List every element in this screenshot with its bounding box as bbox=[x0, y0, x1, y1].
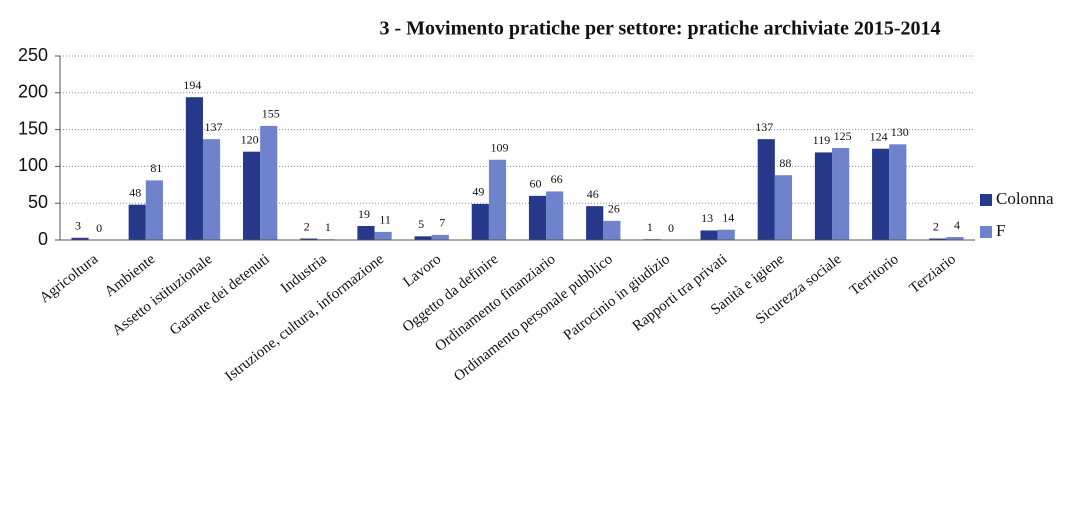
x-tick-label: Oggetto da definire bbox=[400, 251, 502, 336]
bar bbox=[185, 97, 203, 240]
bar bbox=[260, 125, 278, 240]
bar bbox=[814, 152, 833, 240]
bar bbox=[586, 206, 604, 240]
x-tick-label: Rapporti tra privati bbox=[630, 251, 730, 334]
value-label: 11 bbox=[379, 213, 391, 227]
legend-label: F bbox=[996, 221, 1005, 240]
value-label: 3 bbox=[75, 219, 81, 233]
bar bbox=[757, 139, 775, 240]
value-label: 1 bbox=[647, 220, 653, 234]
bar bbox=[528, 195, 547, 240]
bar bbox=[832, 148, 850, 240]
value-label: 137 bbox=[205, 120, 223, 134]
x-tick-label: Garante dei detenuti bbox=[167, 251, 273, 338]
bar bbox=[471, 203, 489, 240]
value-label: 13 bbox=[701, 211, 713, 225]
chart-title: 3 - Movimento pratiche per settore: prat… bbox=[380, 18, 941, 40]
bar bbox=[488, 159, 507, 240]
bar bbox=[889, 144, 907, 240]
value-label: 1 bbox=[325, 220, 331, 234]
x-tick-label: Ambiente bbox=[102, 251, 159, 300]
x-tick-label: Patrocinio in giudizio bbox=[561, 251, 673, 344]
bar bbox=[145, 180, 163, 240]
value-label: 120 bbox=[241, 132, 259, 146]
bar bbox=[546, 191, 564, 240]
value-label: 5 bbox=[418, 217, 424, 231]
legend-swatch bbox=[980, 226, 992, 238]
y-tick-label: 150 bbox=[18, 118, 48, 138]
value-label: 66 bbox=[551, 172, 563, 186]
value-label: 125 bbox=[834, 129, 852, 143]
value-label: 119 bbox=[813, 133, 831, 147]
bar bbox=[946, 237, 964, 240]
bar bbox=[717, 229, 735, 240]
bar bbox=[128, 204, 146, 240]
bar bbox=[774, 175, 792, 240]
bar bbox=[700, 230, 718, 240]
bar bbox=[374, 231, 392, 240]
x-tick-label: Agricoltura bbox=[37, 251, 102, 306]
value-label: 60 bbox=[530, 177, 542, 191]
value-label: 14 bbox=[722, 210, 734, 224]
bar bbox=[929, 238, 947, 240]
value-label: 4 bbox=[954, 218, 960, 232]
value-label: 46 bbox=[587, 187, 599, 201]
y-tick-label: 250 bbox=[18, 45, 48, 65]
value-label: 48 bbox=[129, 185, 141, 199]
value-label: 194 bbox=[183, 78, 201, 92]
x-tick-label: Industria bbox=[278, 251, 330, 297]
value-label: 7 bbox=[439, 216, 445, 230]
value-label: 49 bbox=[472, 185, 484, 199]
y-tick-label: 50 bbox=[28, 192, 48, 212]
y-tick-label: 100 bbox=[18, 155, 48, 175]
value-label: 2 bbox=[304, 219, 310, 233]
value-label: 2 bbox=[933, 219, 939, 233]
bar bbox=[414, 236, 432, 240]
x-tick-label: Terziario bbox=[907, 251, 959, 297]
y-tick-label: 0 bbox=[38, 229, 48, 249]
value-label: 0 bbox=[96, 221, 102, 235]
bar bbox=[872, 148, 890, 240]
legend-swatch bbox=[980, 194, 992, 206]
bar bbox=[431, 234, 449, 240]
value-label: 88 bbox=[779, 156, 791, 170]
bar bbox=[243, 151, 261, 240]
value-label: 0 bbox=[668, 221, 674, 235]
x-tick-label: Assetto istituzionale bbox=[109, 251, 215, 339]
value-label: 155 bbox=[262, 107, 280, 121]
value-label: 81 bbox=[150, 161, 162, 175]
bar bbox=[202, 139, 221, 240]
bar bbox=[300, 238, 318, 240]
bar bbox=[603, 220, 621, 240]
bar bbox=[71, 237, 89, 240]
value-label: 109 bbox=[490, 141, 508, 155]
value-label: 19 bbox=[358, 207, 370, 221]
bar bbox=[357, 226, 375, 240]
y-tick-label: 200 bbox=[18, 82, 48, 102]
value-label: 130 bbox=[891, 125, 909, 139]
value-label: 26 bbox=[608, 202, 620, 216]
x-tick-label: Territorio bbox=[847, 251, 902, 299]
value-label: 137 bbox=[755, 120, 773, 134]
value-label: 124 bbox=[870, 129, 888, 143]
x-tick-label: Lavoro bbox=[400, 251, 444, 290]
legend-label: Colonna bbox=[996, 189, 1054, 208]
